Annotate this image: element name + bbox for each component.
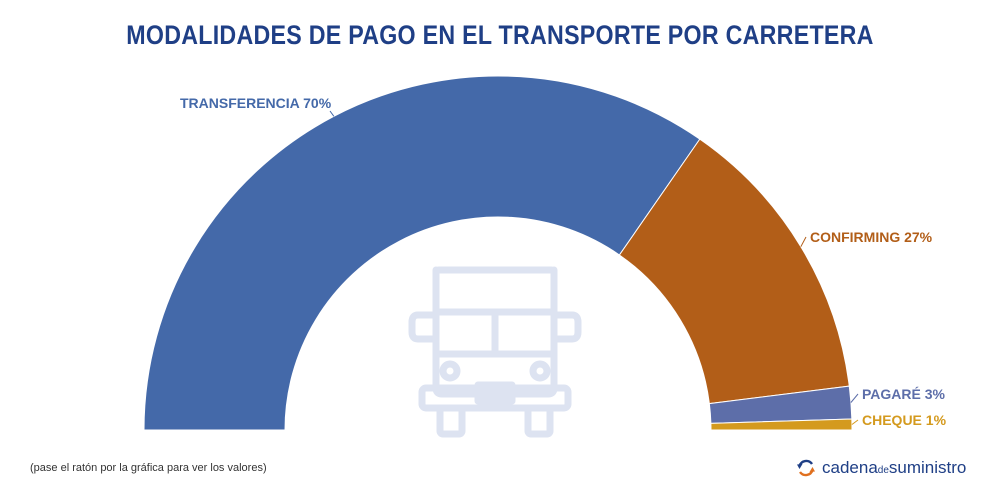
brand-name-mid: de (877, 465, 889, 476)
footnote: (pase el ratón por la gráfica para ver l… (30, 462, 267, 474)
slice-label: CONFIRMING 27% (810, 229, 933, 245)
slice-cheque[interactable] (710, 418, 853, 431)
brand-logo[interactable]: cadenadesuministro (796, 455, 966, 481)
slice-label: PAGARÉ 3% (862, 386, 946, 402)
slice-label: CHEQUE 1% (862, 412, 947, 428)
brand-name: cadenadesuministro (822, 458, 966, 478)
chart-slices[interactable] (143, 75, 853, 431)
refresh-arrows-icon (797, 459, 815, 477)
truck-front-icon (408, 266, 582, 438)
slice-label: TRANSFERENCIA 70% (180, 95, 332, 111)
leader-line (851, 419, 859, 425)
leader-line (850, 393, 859, 403)
leader-line (800, 236, 807, 247)
leader-line (329, 110, 335, 117)
chart-title: MODALIDADES DE PAGO EN EL TRANSPORTE POR… (126, 20, 874, 50)
slice-transferencia[interactable] (143, 75, 701, 431)
brand-name-right: suministro (888, 458, 967, 477)
brand-name-left: cadena (822, 458, 878, 477)
